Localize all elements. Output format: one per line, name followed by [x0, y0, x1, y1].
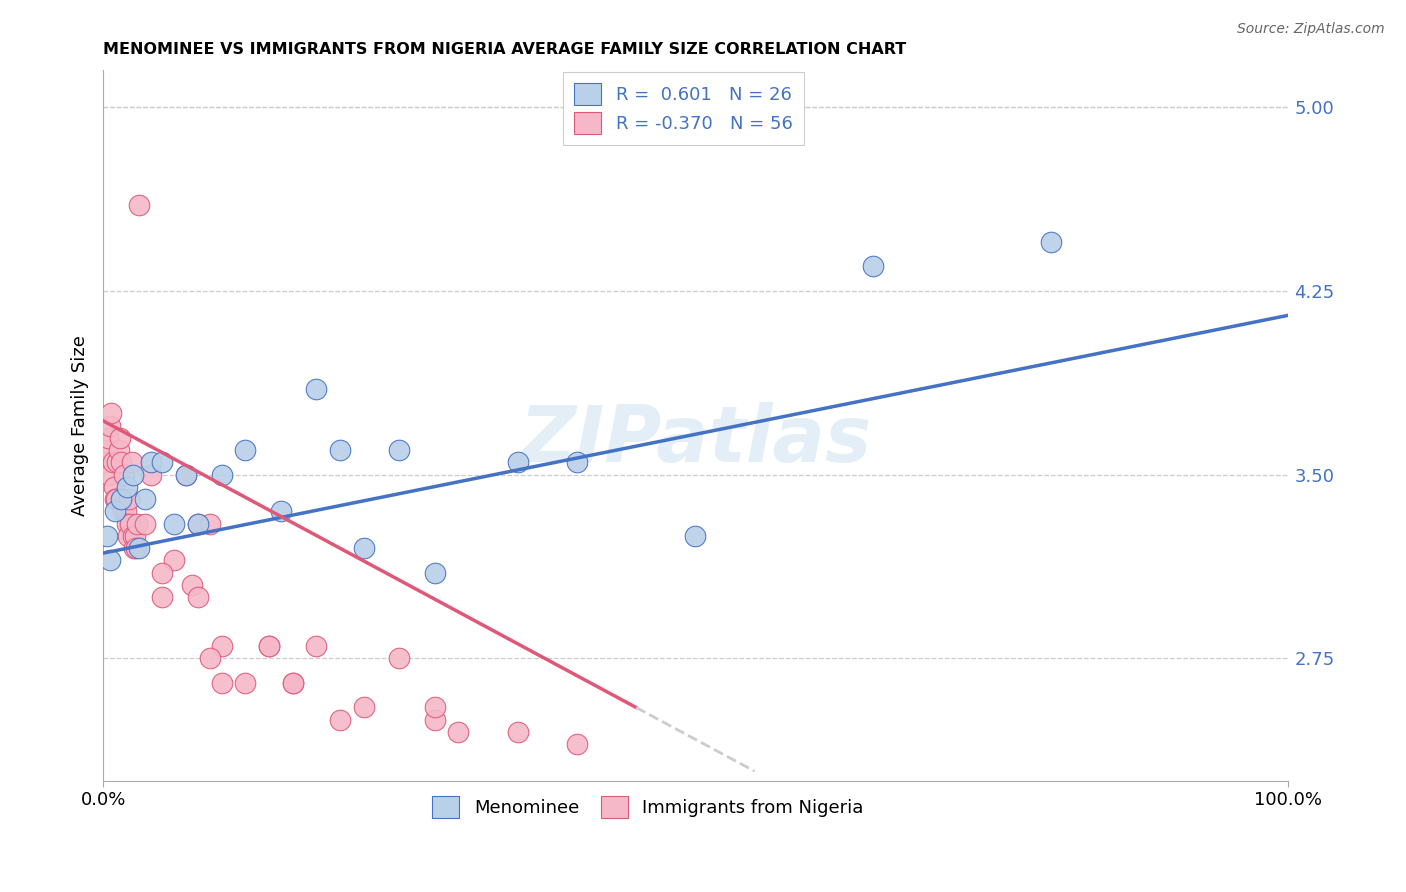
Point: [423, 713, 446, 727]
Point: [124, 529, 146, 543]
Point: [117, 529, 139, 543]
Point: [94, 455, 117, 469]
Point: [198, 516, 221, 531]
Point: [353, 541, 375, 556]
Point: [187, 516, 209, 531]
Point: [506, 725, 529, 739]
Y-axis label: Average Family Size: Average Family Size: [72, 335, 89, 516]
Point: [122, 541, 145, 556]
Point: [97, 431, 120, 445]
Point: [270, 504, 292, 518]
Text: MENOMINEE VS IMMIGRANTS FROM NIGERIA AVERAGE FAMILY SIZE CORRELATION CHART: MENOMINEE VS IMMIGRANTS FROM NIGERIA AVE…: [103, 42, 907, 57]
Point: [163, 553, 186, 567]
Point: [353, 700, 375, 714]
Point: [111, 492, 134, 507]
Point: [329, 713, 352, 727]
Point: [862, 260, 884, 274]
Point: [150, 455, 173, 469]
Point: [125, 541, 148, 556]
Point: [174, 467, 197, 482]
Point: [506, 455, 529, 469]
Point: [105, 455, 128, 469]
Point: [110, 492, 132, 507]
Point: [120, 516, 142, 531]
Point: [257, 639, 280, 653]
Point: [134, 516, 156, 531]
Point: [198, 651, 221, 665]
Point: [110, 455, 132, 469]
Point: [104, 504, 127, 518]
Point: [565, 737, 588, 751]
Point: [101, 455, 124, 469]
Point: [305, 382, 328, 396]
Legend: Menominee, Immigrants from Nigeria: Menominee, Immigrants from Nigeria: [425, 789, 870, 825]
Point: [187, 516, 209, 531]
Point: [163, 516, 186, 531]
Point: [150, 566, 173, 580]
Point: [139, 455, 162, 469]
Point: [127, 516, 149, 531]
Point: [115, 480, 138, 494]
Point: [103, 480, 125, 494]
Point: [108, 431, 131, 445]
Point: [96, 443, 118, 458]
Point: [107, 443, 129, 458]
Point: [128, 198, 150, 212]
Point: [100, 407, 122, 421]
Point: [174, 467, 197, 482]
Point: [388, 443, 411, 458]
Point: [211, 639, 233, 653]
Point: [187, 591, 209, 605]
Point: [281, 676, 304, 690]
Point: [423, 566, 446, 580]
Point: [114, 467, 136, 482]
Point: [257, 639, 280, 653]
Text: Source: ZipAtlas.com: Source: ZipAtlas.com: [1237, 22, 1385, 37]
Point: [98, 553, 121, 567]
Point: [121, 455, 143, 469]
Point: [565, 455, 588, 469]
Point: [211, 467, 233, 482]
Point: [139, 467, 162, 482]
Point: [233, 443, 256, 458]
Point: [105, 492, 128, 507]
Point: [104, 492, 127, 507]
Point: [388, 651, 411, 665]
Point: [150, 591, 173, 605]
Point: [115, 516, 138, 531]
Point: [118, 492, 141, 507]
Point: [112, 504, 135, 518]
Point: [233, 676, 256, 690]
Point: [423, 700, 446, 714]
Point: [281, 676, 304, 690]
Point: [121, 529, 143, 543]
Point: [181, 578, 204, 592]
Point: [98, 418, 121, 433]
Point: [134, 492, 156, 507]
Point: [114, 504, 136, 518]
Point: [447, 725, 470, 739]
Point: [121, 467, 143, 482]
Point: [305, 639, 328, 653]
Point: [1039, 235, 1062, 249]
Point: [211, 676, 233, 690]
Point: [329, 443, 352, 458]
Point: [96, 529, 118, 543]
Point: [685, 529, 707, 543]
Point: [128, 541, 150, 556]
Text: ZIPatlas: ZIPatlas: [519, 402, 872, 478]
Point: [98, 467, 121, 482]
